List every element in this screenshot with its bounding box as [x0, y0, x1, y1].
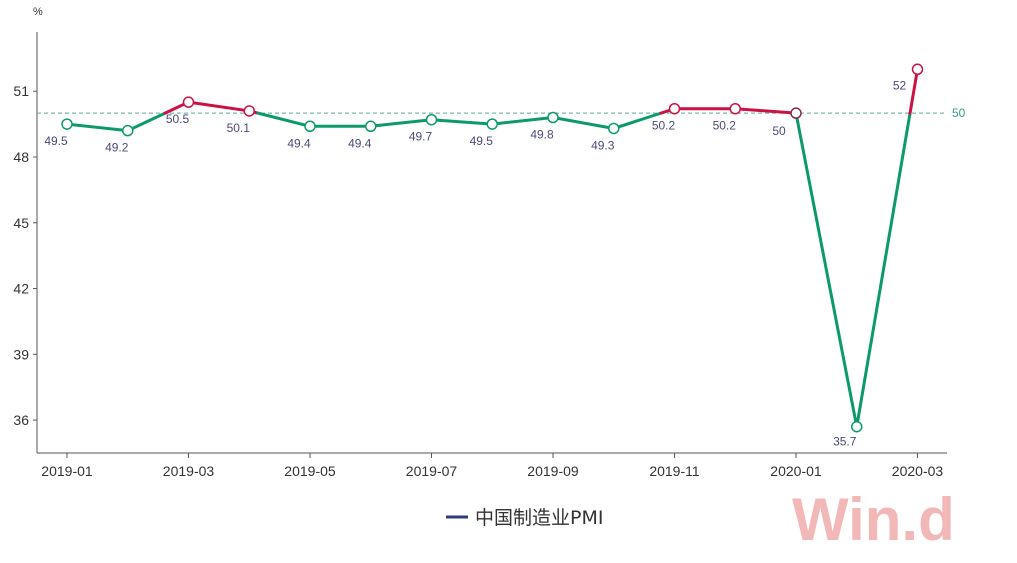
x-tick-label: 2020-01	[770, 463, 822, 479]
data-point	[911, 63, 924, 76]
data-label: 50.2	[652, 119, 676, 133]
data-point	[425, 113, 438, 126]
data-label: 50.1	[227, 121, 251, 135]
data-label: 49.4	[348, 136, 372, 150]
data-point	[729, 102, 741, 115]
data-point	[547, 111, 559, 124]
data-label: 35.7	[833, 435, 857, 449]
data-label: 49.2	[105, 141, 129, 155]
data-labels: 49.5 49.2 50.5 50.1 49.4 49.4 49.7 49.5 49.8 49.3…	[44, 78, 906, 448]
data-point	[304, 120, 316, 133]
series-points	[61, 63, 924, 433]
x-tick-label: 2019-07	[406, 463, 458, 479]
y-axis-unit: %	[33, 6, 43, 18]
data-label: 49.4	[287, 136, 311, 150]
x-tick-label: 2019-09	[527, 463, 579, 479]
data-label: 50.5	[166, 112, 190, 126]
series-line-segment	[369, 118, 433, 128]
data-point	[851, 420, 863, 433]
series-line-segment	[908, 67, 919, 115]
data-point	[122, 124, 134, 137]
x-tick-label: 2019-03	[163, 463, 215, 479]
legend: 中国制造业PMI	[446, 507, 603, 529]
data-point	[243, 105, 255, 117]
data-point	[668, 102, 681, 115]
series-line-segment	[794, 111, 859, 429]
data-point	[61, 118, 73, 130]
y-tick-label: 39	[13, 346, 29, 362]
data-point	[608, 122, 620, 135]
data-label: 49.8	[530, 128, 554, 142]
series-line-segment	[733, 107, 798, 115]
series-line	[65, 67, 919, 429]
series-line-segment	[430, 118, 494, 126]
y-axis-ticks: 36 39 42 45 48 51	[13, 83, 37, 428]
data-label: 49.7	[409, 130, 433, 144]
data-label: 50	[772, 124, 786, 138]
series-line-segment	[490, 116, 555, 126]
series-line-segment	[65, 122, 130, 133]
data-label: 52	[893, 78, 907, 92]
y-tick-label: 48	[13, 149, 29, 165]
series-line-segment	[612, 111, 663, 130]
reference-line-label: 50	[952, 106, 966, 120]
data-label: 49.5	[470, 134, 494, 148]
data-point	[486, 118, 498, 130]
y-tick-label: 36	[13, 412, 29, 428]
wind-watermark: Win.d	[792, 486, 955, 553]
data-point	[790, 107, 802, 119]
y-tick-label: 51	[13, 83, 29, 99]
x-tick-label: 2020-03	[892, 463, 944, 479]
series-line-segment	[855, 111, 912, 429]
legend-item-label: 中国制造业PMI	[475, 507, 603, 529]
x-tick-label: 2019-05	[284, 463, 336, 479]
data-label: 50.2	[713, 119, 737, 133]
series-line-segment	[256, 111, 312, 128]
x-tick-label: 2019-11	[649, 463, 700, 479]
data-point	[182, 96, 195, 108]
y-tick-label: 45	[13, 215, 29, 231]
data-point	[365, 120, 377, 133]
data-label: 49.5	[44, 134, 68, 148]
x-axis-ticks: 2019-01 2019-03 2019-05 2019-07 2019-09 2019-…	[41, 453, 943, 479]
series-line-segment	[126, 111, 167, 133]
data-label: 49.3	[591, 138, 615, 152]
series-line-segment	[551, 116, 616, 130]
y-tick-label: 42	[13, 281, 29, 297]
x-tick-label: 2019-01	[41, 463, 93, 479]
series-line-segment	[187, 100, 251, 113]
